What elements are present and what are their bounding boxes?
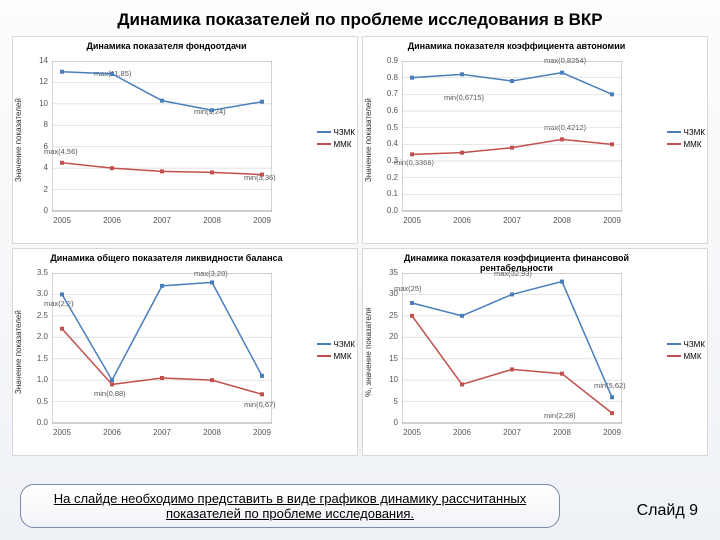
legend: ЧЗМК ММК bbox=[317, 340, 356, 364]
legend-label: ЧЗМК bbox=[334, 128, 356, 137]
plot-area: 2005 2006 2007 2008 2009 bbox=[402, 273, 622, 441]
legend-label: ММК bbox=[684, 140, 702, 149]
svg-text:2006: 2006 bbox=[103, 428, 121, 437]
legend-swatch bbox=[667, 355, 681, 357]
svg-text:2008: 2008 bbox=[553, 428, 571, 437]
legend-label: ЧЗМК bbox=[334, 340, 356, 349]
legend-label: ММК bbox=[684, 352, 702, 361]
page-title: Динамика показателей по проблеме исследо… bbox=[0, 0, 720, 36]
legend-item: ЧЗМК bbox=[317, 340, 356, 349]
svg-text:2007: 2007 bbox=[153, 216, 171, 225]
legend-item: ЧЗМК bbox=[667, 128, 706, 137]
legend-label: ЧЗМК bbox=[684, 128, 706, 137]
legend-swatch bbox=[317, 143, 331, 145]
svg-text:2005: 2005 bbox=[53, 216, 71, 225]
svg-text:2008: 2008 bbox=[553, 216, 571, 225]
legend-item: ММК bbox=[317, 140, 356, 149]
footer-note: На слайде необходимо представить в виде … bbox=[20, 484, 560, 528]
series-line bbox=[412, 73, 612, 95]
y-axis-label: Значение показателей bbox=[13, 249, 24, 455]
chart-grid: Значение показателей Динамика показателя … bbox=[0, 36, 720, 456]
legend-label: ММК bbox=[334, 352, 352, 361]
legend-swatch bbox=[667, 131, 681, 133]
svg-text:2009: 2009 bbox=[253, 216, 271, 225]
chart-panel: Значение показателей Динамика показателя … bbox=[12, 36, 358, 244]
svg-text:2006: 2006 bbox=[453, 428, 471, 437]
legend-swatch bbox=[317, 343, 331, 345]
svg-text:2007: 2007 bbox=[503, 428, 521, 437]
legend-swatch bbox=[667, 343, 681, 345]
y-axis-label: Значение показателей bbox=[13, 37, 24, 243]
plot-area: 2005 2006 2007 2008 2009 bbox=[52, 61, 272, 229]
legend-swatch bbox=[667, 143, 681, 145]
svg-text:2005: 2005 bbox=[53, 428, 71, 437]
legend: ЧЗМК ММК bbox=[667, 128, 706, 152]
chart-title: Динамика показателя коэффициента автоном… bbox=[378, 41, 655, 51]
legend-item: ЧЗМК bbox=[317, 128, 356, 137]
svg-text:2008: 2008 bbox=[203, 428, 221, 437]
legend: ЧЗМК ММК bbox=[317, 128, 356, 152]
chart-panel: Значение показателей Динамика общего пока… bbox=[12, 248, 358, 456]
svg-text:2009: 2009 bbox=[603, 428, 621, 437]
y-axis-label: %, значение показателя bbox=[363, 249, 374, 455]
svg-text:2009: 2009 bbox=[603, 216, 621, 225]
legend-swatch bbox=[317, 355, 331, 357]
chart-title: Динамика показателя фондоотдачи bbox=[28, 41, 305, 51]
series-line bbox=[62, 72, 262, 111]
svg-text:2005: 2005 bbox=[403, 428, 421, 437]
legend-item: ММК bbox=[317, 352, 356, 361]
legend: ЧЗМК ММК bbox=[667, 340, 706, 364]
y-axis-label: Значение показателей bbox=[363, 37, 374, 243]
plot-area: 2005 2006 2007 2008 2009 bbox=[52, 273, 272, 441]
legend-swatch bbox=[317, 131, 331, 133]
series-line bbox=[62, 282, 262, 380]
svg-text:2009: 2009 bbox=[253, 428, 271, 437]
svg-text:2006: 2006 bbox=[103, 216, 121, 225]
slide-number: Слайд 9 bbox=[637, 502, 698, 520]
legend-label: ММК bbox=[334, 140, 352, 149]
series-line bbox=[62, 329, 262, 395]
legend-item: ММК bbox=[667, 140, 706, 149]
svg-text:2008: 2008 bbox=[203, 216, 221, 225]
chart-title: Динамика общего показателя ликвидности б… bbox=[28, 253, 305, 263]
chart-panel: %, значение показателяДинамика показател… bbox=[362, 248, 708, 456]
svg-text:2006: 2006 bbox=[453, 216, 471, 225]
series-line bbox=[412, 316, 612, 413]
plot-area: 2005 2006 2007 2008 2009 bbox=[402, 61, 622, 229]
legend-label: ЧЗМК bbox=[684, 340, 706, 349]
legend-item: ЧЗМК bbox=[667, 340, 706, 349]
legend-item: ММК bbox=[667, 352, 706, 361]
svg-text:2007: 2007 bbox=[153, 428, 171, 437]
chart-panel: Значение показателей Динамика показателя … bbox=[362, 36, 708, 244]
svg-text:2007: 2007 bbox=[503, 216, 521, 225]
svg-text:2005: 2005 bbox=[403, 216, 421, 225]
